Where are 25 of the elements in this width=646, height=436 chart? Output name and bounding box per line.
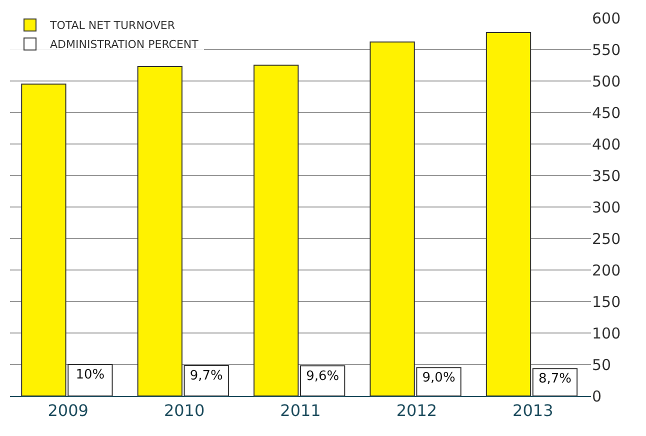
data-label: 9,7% — [190, 368, 223, 384]
data-label: 10% — [76, 368, 105, 382]
y-tick-label: 100 — [592, 324, 621, 342]
y-tick-label: 150 — [592, 292, 621, 311]
legend-label: ADMINISTRATION PERCENT — [50, 38, 199, 52]
y-tick-label: 250 — [592, 230, 621, 248]
y-tick-label: 450 — [592, 104, 621, 122]
x-tick-label: 2012 — [396, 401, 438, 420]
data-label: 8,7% — [538, 372, 572, 387]
y-tick-label: 600 — [592, 9, 621, 28]
legend-label: TOTAL NET TURNOVER — [49, 19, 176, 32]
data-label: 9,0% — [422, 370, 456, 386]
y-tick-label: 0 — [592, 387, 602, 406]
x-tick-label: 2013 — [512, 401, 554, 420]
y-tick-label: 350 — [592, 166, 621, 185]
x-tick-label: 2009 — [48, 401, 88, 420]
x-tick-label: 2010 — [164, 401, 205, 420]
y-tick-label: 300 — [592, 198, 621, 216]
x-tick-label: 2011 — [280, 401, 321, 420]
data-label: 9,6% — [306, 368, 340, 384]
y-tick-label: 500 — [592, 72, 621, 90]
y-tick-label: 400 — [592, 135, 621, 154]
y-tick-label: 200 — [592, 261, 621, 280]
y-tick-label: 50 — [592, 356, 612, 374]
y-tick-label: 550 — [592, 40, 621, 59]
